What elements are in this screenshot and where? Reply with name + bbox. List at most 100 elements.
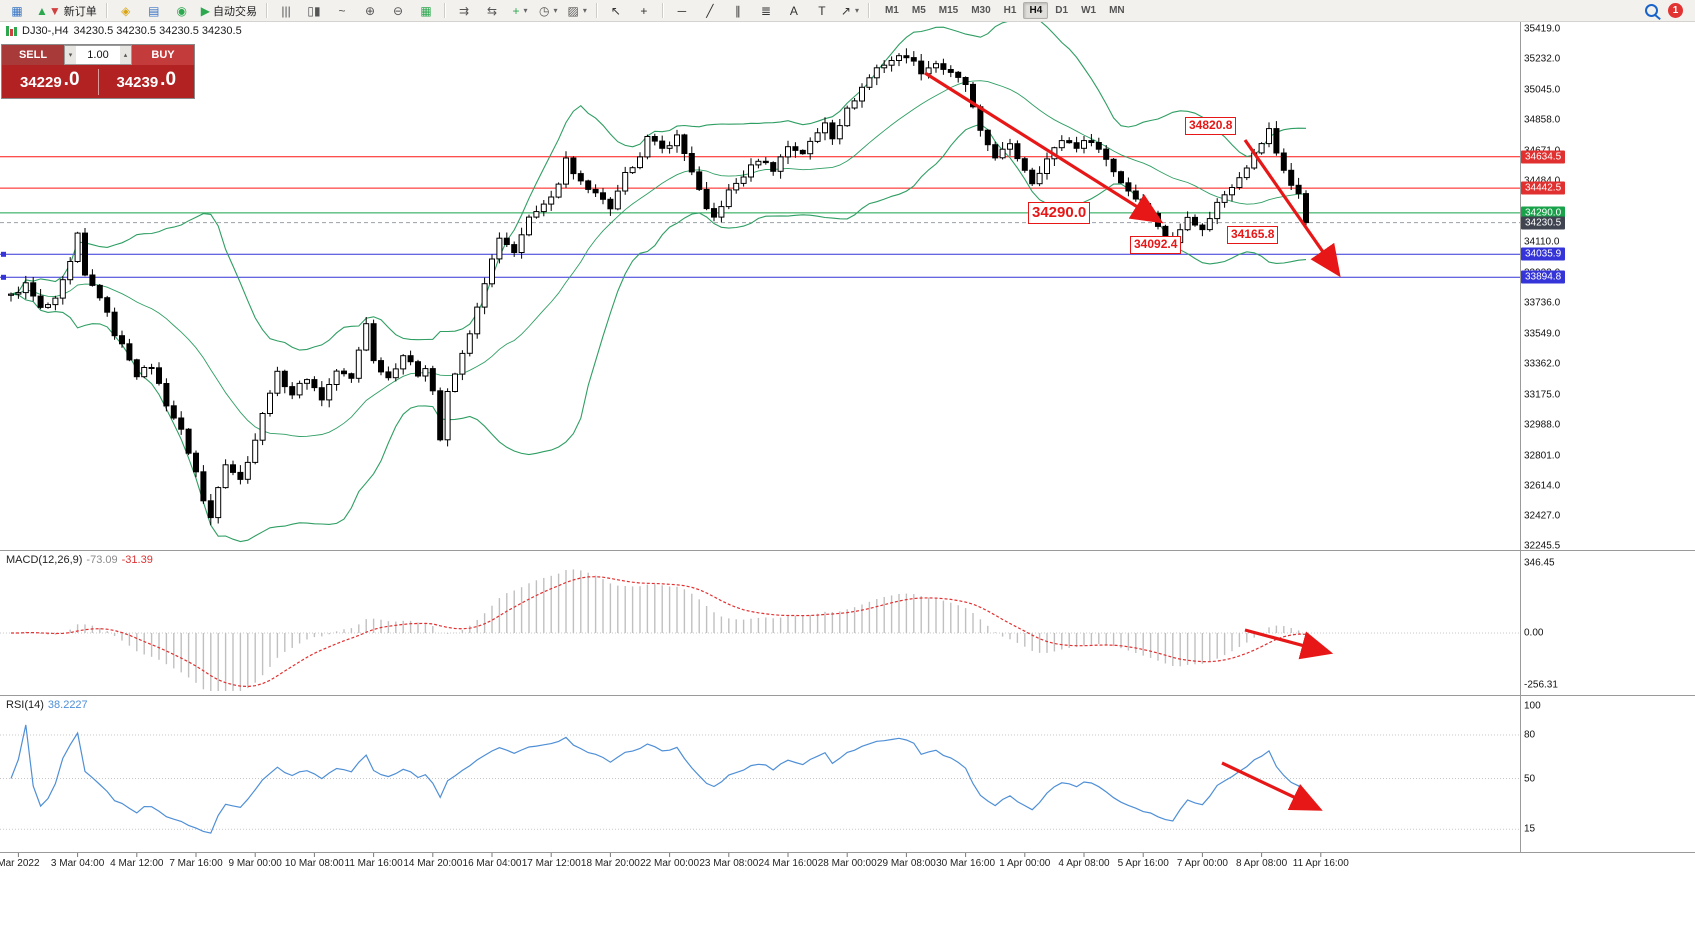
toolbar-separator — [266, 3, 269, 18]
macd-label: MACD(12,26,9) -73.09 -31.39 — [6, 554, 153, 566]
price-tag-33894.8[interactable]: 33894.8 — [1521, 270, 1566, 284]
indicators-icon[interactable]: + ▾ — [512, 3, 528, 18]
channel-icon[interactable]: ∥ — [734, 3, 741, 18]
candlestick-chart-icon[interactable]: ▯▮ — [307, 3, 321, 18]
tile-windows-icon[interactable]: ▦ — [420, 3, 432, 18]
annotation-34092.4[interactable]: 34092.4 — [1130, 236, 1182, 254]
auto-scroll-icon[interactable]: ⇉ — [458, 3, 470, 18]
timeframe-m1[interactable]: M1 — [884, 5, 899, 16]
price-tag-34634.5[interactable]: 34634.5 — [1521, 150, 1566, 164]
price-divider — [97, 68, 99, 95]
macd-axis-label: 346.45 — [1524, 557, 1555, 569]
time-axis-label[interactable]: 10 Mar 08:00 — [284, 858, 344, 869]
price-axis-label: 32988.0 — [1524, 419, 1561, 431]
time-axis-label[interactable]: 7 Apr 00:00 — [1176, 858, 1228, 869]
time-axis-label[interactable]: 9 Mar 00:00 — [228, 858, 282, 869]
buy-price[interactable]: 34239.0 — [116, 68, 177, 91]
chart-ohlc: 34230.5 34230.5 34230.5 34230.5 — [73, 25, 242, 37]
compass-icon[interactable]: ◈ — [121, 3, 131, 18]
trendline-icon[interactable]: ╱ — [706, 3, 714, 18]
candles — [8, 48, 1309, 526]
time-axis-label[interactable]: 5 Apr 16:00 — [1117, 858, 1169, 869]
time-axis-label[interactable]: 29 Mar 08:00 — [876, 858, 936, 869]
time-axis-label[interactable]: 18 Mar 20:00 — [580, 858, 640, 869]
time-axis-label[interactable]: 4 Apr 08:00 — [1058, 858, 1110, 869]
chart-window-icon[interactable]: ▦ — [11, 3, 23, 18]
macd-axis-label: 0.00 — [1524, 627, 1544, 639]
horizontal-lines[interactable] — [0, 156, 1520, 280]
search-icon[interactable] — [1645, 4, 1658, 17]
price-axis-label: 33175.0 — [1524, 389, 1561, 401]
annotation-34165.8[interactable]: 34165.8 — [1227, 226, 1279, 244]
toolbar-right-group: 1 — [1645, 3, 1691, 18]
price-tag-34035.9[interactable]: 34035.9 — [1521, 247, 1566, 261]
volume-stepper[interactable]: ▾ 1.00 ▴ — [64, 45, 132, 65]
volume-down-button[interactable]: ▾ — [65, 46, 76, 64]
price-axis-label: 32614.0 — [1524, 480, 1561, 492]
candlestick-icon — [6, 26, 17, 36]
time-axis-label[interactable]: 7 Mar 16:00 — [169, 858, 223, 869]
scripts-icon[interactable]: ▤ — [148, 3, 160, 18]
price-axis-label: 34110.0 — [1524, 236, 1560, 248]
line-chart-icon[interactable]: ~ — [338, 3, 346, 18]
time-axis-label[interactable]: 24 Mar 16:00 — [758, 858, 818, 869]
arrows-tool-icon[interactable]: ↗ ▾ — [840, 3, 859, 18]
time-axis-label[interactable]: 1 Apr 00:00 — [999, 858, 1051, 869]
time-axis-label[interactable]: 4 Mar 12:00 — [110, 858, 164, 869]
price-tag-34230.5[interactable]: 34230.5 — [1521, 216, 1566, 230]
bars-chart-icon[interactable]: ||| — [281, 3, 291, 18]
annotation-34820.8[interactable]: 34820.8 — [1185, 117, 1237, 135]
bollinger-bands — [10, 16, 1307, 543]
notification-badge[interactable]: 1 — [1668, 3, 1683, 18]
time-axis-label[interactable]: 11 Mar 16:00 — [344, 858, 403, 869]
time-axis-label[interactable]: Mar 2022 — [0, 858, 40, 869]
timeframe-m30[interactable]: M30 — [971, 5, 991, 16]
horizontal-line-icon[interactable]: ─ — [677, 3, 687, 18]
time-axis-label[interactable]: 30 Mar 16:00 — [936, 858, 996, 869]
toolbar-separator — [661, 3, 664, 18]
volume-up-button[interactable]: ▴ — [120, 46, 131, 64]
timeframe-mn[interactable]: MN — [1109, 5, 1125, 16]
timeframe-h4[interactable]: H4 — [1023, 2, 1049, 19]
time-axis-label[interactable]: 14 Mar 20:00 — [403, 858, 463, 869]
zoom-in-icon[interactable]: ⊕ — [364, 3, 376, 18]
price-axis-label: 33549.0 — [1524, 328, 1561, 340]
sell-button[interactable]: SELL — [2, 45, 64, 65]
time-axis-label[interactable]: 3 Mar 04:00 — [50, 858, 105, 869]
time-axis-label[interactable]: 23 Mar 08:00 — [699, 858, 759, 869]
time-axis-label[interactable]: 28 Mar 00:00 — [817, 858, 877, 869]
chart-shift-icon[interactable]: ⇆ — [486, 3, 498, 18]
label-icon[interactable]: T — [818, 3, 826, 18]
timeframe-m15[interactable]: M15 — [938, 5, 959, 16]
timeframe-m5[interactable]: M5 — [911, 5, 926, 16]
periods-icon[interactable]: ◷ ▾ — [539, 3, 558, 18]
price-axis-label: 32801.0 — [1524, 450, 1561, 461]
time-axis-label[interactable]: 16 Mar 04:00 — [462, 858, 522, 869]
sell-price[interactable]: 34229.0 — [19, 68, 80, 91]
time-axis-label[interactable]: 17 Mar 12:00 — [521, 858, 581, 869]
timeframe-d1[interactable]: D1 — [1055, 5, 1069, 16]
cursor-icon[interactable]: ↖ — [610, 3, 621, 18]
volume-value[interactable]: 1.00 — [87, 49, 109, 61]
profile-icon[interactable]: ◉ — [176, 3, 188, 18]
timeframe-h1[interactable]: H1 — [1003, 5, 1017, 16]
autotrading-button[interactable]: ▶ 自动交易 — [200, 3, 258, 18]
annotation-34290.0[interactable]: 34290.0 — [1028, 202, 1091, 224]
time-axis-label[interactable]: 22 Mar 00:00 — [640, 858, 700, 869]
price-axis-label: 34858.0 — [1524, 114, 1561, 126]
zoom-out-icon[interactable]: ⊖ — [392, 3, 404, 18]
new-order-button[interactable]: ▲ ▼ 新订单 — [36, 3, 97, 18]
price-tag-34442.5[interactable]: 34442.5 — [1521, 181, 1566, 195]
trend-arrows[interactable] — [924, 71, 1341, 811]
chart-title: DJ30-,H4 34230.5 34230.5 34230.5 34230.5 — [6, 25, 242, 37]
templates-icon[interactable]: ▨ ▾ — [567, 3, 587, 18]
fibonacci-icon[interactable]: ≣ — [760, 3, 771, 18]
crosshair-icon[interactable]: + — [640, 3, 648, 18]
buy-button[interactable]: BUY — [132, 45, 194, 65]
time-axis-label[interactable]: 8 Apr 08:00 — [1236, 858, 1288, 869]
text-icon[interactable]: A — [789, 3, 798, 18]
timeframe-w1[interactable]: W1 — [1081, 5, 1097, 16]
time-axis-label[interactable]: 11 Apr 16:00 — [1292, 858, 1349, 869]
